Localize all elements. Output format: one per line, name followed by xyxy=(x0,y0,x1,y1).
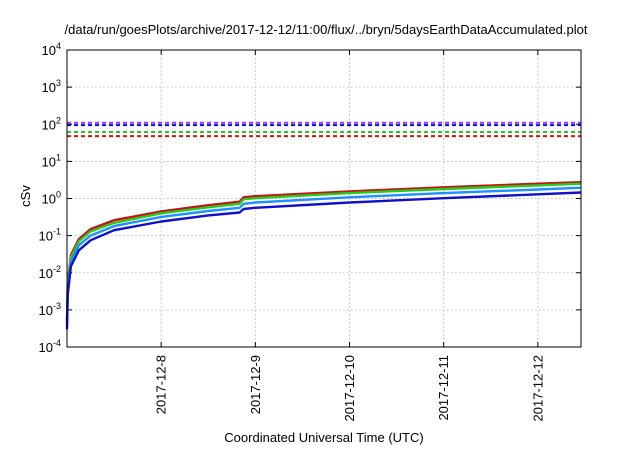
x-tick-label: 2017-12-10 xyxy=(342,355,357,422)
y-tick-base: 10 xyxy=(39,340,53,355)
chart-title: /data/run/goesPlots/archive/2017-12-12/1… xyxy=(65,22,588,37)
x-tick-label: 2017-12-8 xyxy=(154,355,169,414)
y-tick-label: 103 xyxy=(42,78,61,95)
y-tick-base: 10 xyxy=(42,80,56,95)
y-tick-base: 10 xyxy=(42,43,56,58)
y-tick-exponent: 4 xyxy=(56,41,61,51)
x-axis-label: Coordinated Universal Time (UTC) xyxy=(224,430,423,445)
y-tick-label: 10-1 xyxy=(39,227,61,244)
x-tick-labels: 2017-12-8 2017-12-9 2017-12-10 2017-12-11 20… xyxy=(154,355,546,422)
y-tick-exponent: -3 xyxy=(53,301,61,311)
y-tick-exponent: 1 xyxy=(56,152,61,162)
y-tick-base: 10 xyxy=(42,117,56,132)
y-tick-label: 102 xyxy=(42,115,61,132)
y-tick-exponent: 0 xyxy=(56,190,61,200)
y-axis-label: cSv xyxy=(18,185,33,207)
x-tick-label: 2017-12-12 xyxy=(530,355,545,422)
y-tick-exponent: -2 xyxy=(53,264,61,274)
y-tick-base: 10 xyxy=(42,154,56,169)
series-line xyxy=(65,182,582,322)
series-lines xyxy=(65,181,582,330)
y-tick-base: 10 xyxy=(39,266,53,281)
y-tick-base: 10 xyxy=(39,229,53,244)
y-tick-label: 101 xyxy=(42,152,61,169)
y-tick-base: 10 xyxy=(39,303,53,318)
y-tick-exponent: 2 xyxy=(56,115,61,125)
y-tick-label: 100 xyxy=(42,190,61,207)
series-line xyxy=(65,186,582,325)
threshold-lines xyxy=(67,121,581,138)
y-tick-label: 10-4 xyxy=(39,338,61,355)
y-tick-exponent: -1 xyxy=(53,227,61,237)
y-tick-label: 10-3 xyxy=(39,301,61,318)
y-tick-label: 10-2 xyxy=(39,264,61,281)
y-tick-exponent: 3 xyxy=(56,78,61,88)
series-line xyxy=(65,191,582,330)
y-tick-label: 104 xyxy=(42,41,61,58)
x-tick-label: 2017-12-11 xyxy=(436,355,451,421)
y-tick-base: 10 xyxy=(42,192,56,207)
x-tick-label: 2017-12-9 xyxy=(248,355,263,414)
y-tick-exponent: -4 xyxy=(53,338,61,348)
plot-frame xyxy=(66,49,582,348)
